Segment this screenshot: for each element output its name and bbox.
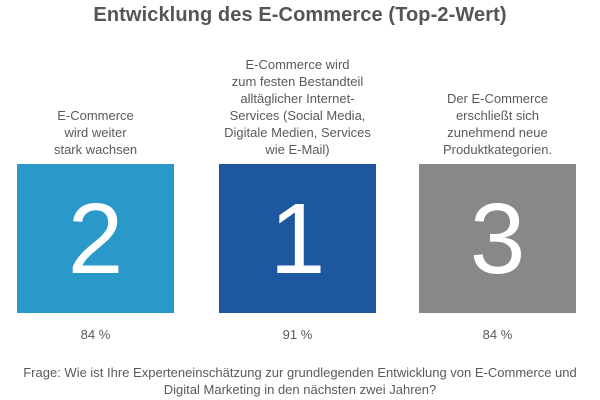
rank-number: 2 xyxy=(67,182,124,295)
rank-box: 2 xyxy=(17,164,174,313)
category-label: E-Commerce wird weiter stark wachsen xyxy=(53,108,138,157)
rank-box: 3 xyxy=(419,164,576,313)
chart-title: Entwicklung des E-Commerce (Top-2-Wert) xyxy=(93,4,507,26)
rank-box: 1 xyxy=(219,164,376,313)
value-label: 91 % xyxy=(282,327,313,342)
value-label: 84 % xyxy=(482,327,513,342)
category-label: Der E-Commerce erschließt sich zunehmend… xyxy=(442,91,553,157)
value-label: 84 % xyxy=(80,327,111,342)
survey-question-footnote: Frage: Wie ist Ihre Experteneinschätzung… xyxy=(23,365,577,397)
category-label: E-Commerce wird zum festen Bestandteil a… xyxy=(224,57,371,157)
rank-number: 3 xyxy=(469,182,526,295)
rank-number: 1 xyxy=(269,182,326,295)
